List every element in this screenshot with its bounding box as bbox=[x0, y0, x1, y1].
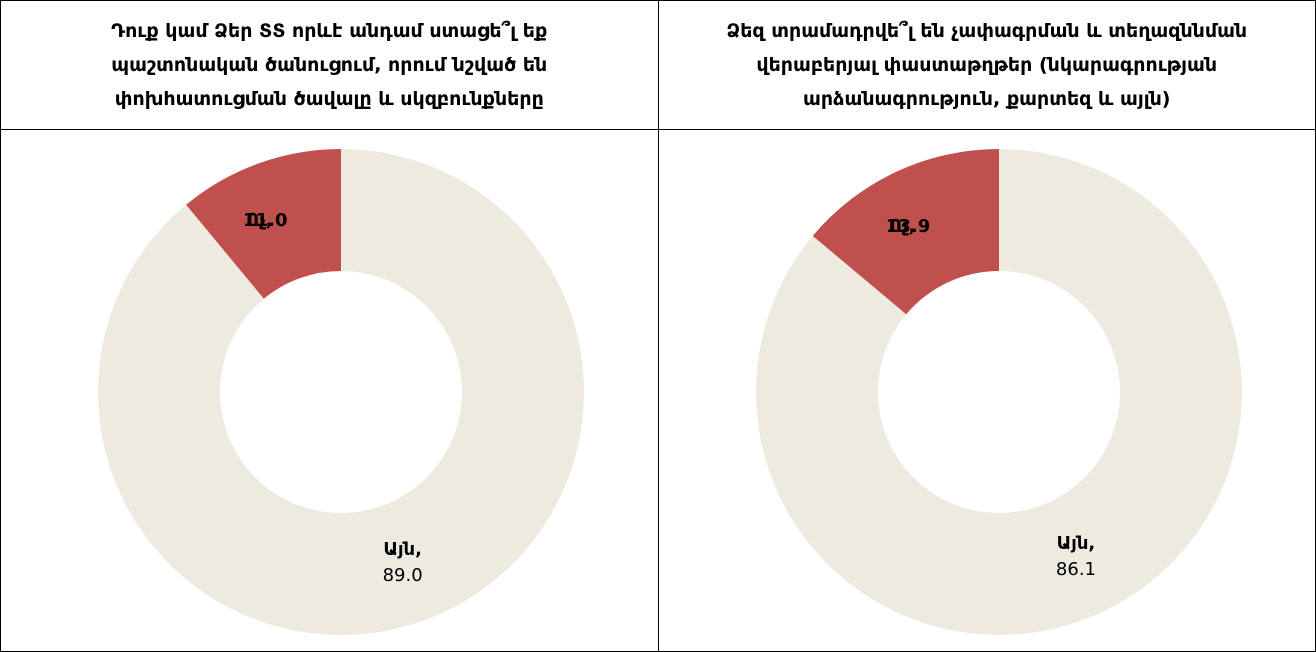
donut-slice bbox=[186, 148, 341, 299]
chart-cell: Այն, 89.0 Ոչ, 11.0 bbox=[0, 129, 659, 652]
chart-title: Ձեզ տրամադրվե՞լ են չափագրման և տեղազննմա… bbox=[657, 0, 1316, 130]
donut-slice bbox=[97, 148, 584, 635]
chart: Այն, 86.1 Ոչ,13.9 bbox=[755, 148, 1242, 635]
slice-label: Այն, bbox=[1056, 532, 1095, 553]
slice-value: 86.1 bbox=[1055, 558, 1095, 579]
chart: Այն, 89.0 Ոչ,11.0 bbox=[97, 148, 584, 635]
chart-title: Դուք կամ Ձեր ՏՏ որևէ անդամ ստացե՞լ եք պա… bbox=[0, 0, 659, 130]
slice-label: Այն, bbox=[383, 539, 422, 560]
slice-value: 89.0 bbox=[383, 565, 423, 586]
slice-value: 11.0 bbox=[243, 209, 287, 230]
donut-slice bbox=[755, 148, 1242, 635]
chart-row: Այն, 89.0 Ոչ, 11.0 Այն, 86.1 Ոչ, 13.9 bbox=[0, 129, 1316, 652]
header-row: Դուք կամ Ձեր ՏՏ որևէ անդամ ստացե՞լ եք պա… bbox=[0, 0, 1316, 130]
chart-cell: Այն, 86.1 Ոչ, 13.9 bbox=[657, 129, 1316, 652]
slice-label: Ոչ, bbox=[246, 209, 273, 230]
slice-value: 13.9 bbox=[885, 216, 929, 237]
slice-label: Ոչ, bbox=[888, 216, 915, 237]
donut-slice bbox=[812, 148, 999, 314]
